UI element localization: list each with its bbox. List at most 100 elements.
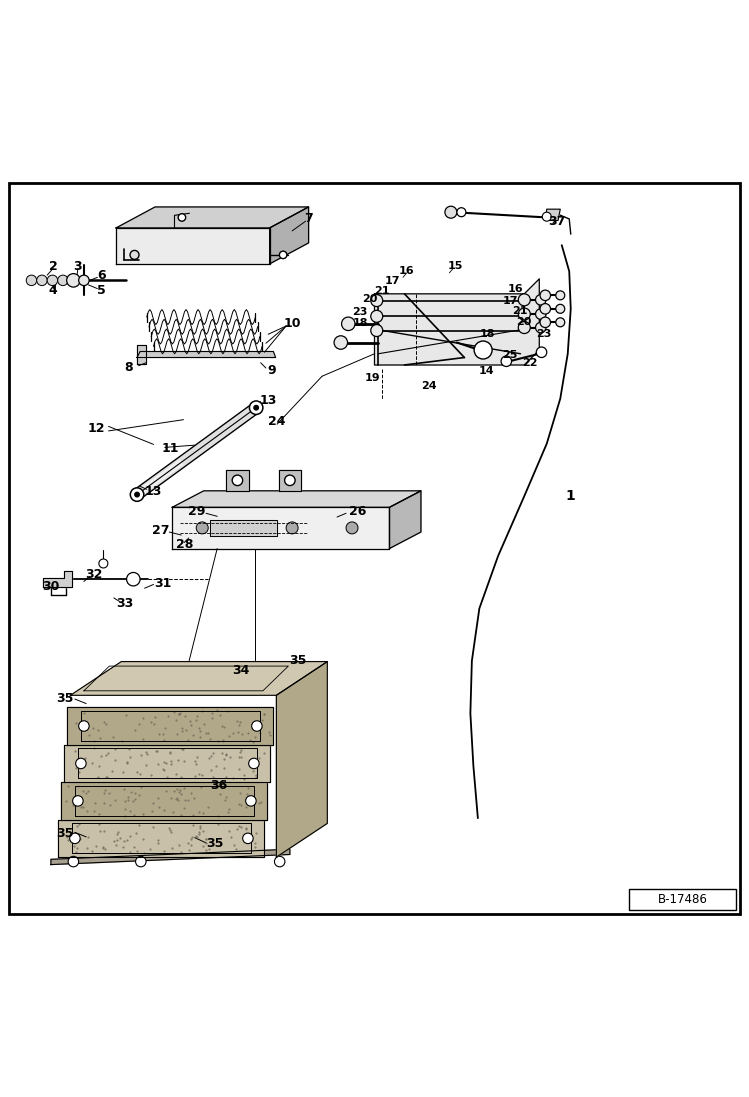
Text: 22: 22 [522, 359, 537, 369]
Circle shape [501, 357, 512, 366]
Text: 25: 25 [503, 350, 518, 360]
Text: 23: 23 [536, 328, 551, 339]
Text: 17: 17 [385, 276, 400, 286]
Circle shape [536, 309, 546, 319]
Text: 32: 32 [85, 568, 103, 581]
Circle shape [249, 400, 263, 415]
Polygon shape [545, 210, 560, 220]
Text: 14: 14 [479, 366, 494, 376]
Polygon shape [61, 782, 267, 819]
Polygon shape [58, 819, 264, 857]
Text: 37: 37 [548, 215, 566, 228]
Text: 13: 13 [144, 485, 162, 498]
Polygon shape [70, 661, 327, 695]
Circle shape [371, 295, 383, 306]
Circle shape [79, 275, 89, 285]
Circle shape [68, 857, 79, 867]
Polygon shape [172, 507, 389, 548]
Text: 27: 27 [151, 524, 169, 538]
Circle shape [518, 308, 530, 320]
Polygon shape [64, 745, 270, 782]
Polygon shape [137, 344, 146, 364]
Text: 35: 35 [206, 837, 224, 850]
Text: 23: 23 [352, 307, 367, 317]
Text: B-17486: B-17486 [658, 893, 707, 905]
Circle shape [79, 721, 89, 732]
Text: 26: 26 [349, 506, 367, 518]
Text: 7: 7 [304, 213, 313, 226]
Text: 16: 16 [399, 265, 414, 275]
Polygon shape [210, 520, 277, 536]
Polygon shape [43, 570, 72, 588]
Circle shape [285, 475, 295, 486]
Circle shape [536, 295, 546, 305]
Text: 8: 8 [124, 361, 133, 374]
Text: 10: 10 [283, 317, 301, 330]
Text: 9: 9 [267, 364, 276, 376]
Polygon shape [389, 490, 421, 548]
Polygon shape [279, 470, 301, 490]
Text: 11: 11 [162, 442, 180, 454]
Circle shape [518, 294, 530, 306]
Text: 1: 1 [565, 489, 576, 504]
Circle shape [37, 275, 47, 285]
Text: 24: 24 [268, 415, 286, 428]
Text: 21: 21 [512, 306, 527, 316]
Polygon shape [67, 708, 273, 745]
Circle shape [536, 323, 546, 332]
Circle shape [70, 833, 80, 844]
Polygon shape [137, 351, 276, 358]
Polygon shape [116, 228, 270, 264]
Circle shape [342, 317, 355, 330]
Circle shape [178, 214, 186, 222]
Circle shape [127, 573, 140, 586]
Circle shape [243, 833, 253, 844]
Circle shape [457, 207, 466, 217]
Circle shape [540, 317, 551, 328]
Text: 17: 17 [503, 295, 518, 306]
Text: 29: 29 [187, 506, 205, 518]
Circle shape [279, 251, 287, 259]
Circle shape [556, 304, 565, 314]
Text: 21: 21 [374, 286, 389, 296]
Text: 36: 36 [210, 780, 228, 792]
Circle shape [234, 522, 246, 534]
Circle shape [232, 475, 243, 486]
Text: 31: 31 [154, 577, 172, 590]
Circle shape [58, 275, 68, 285]
Circle shape [556, 318, 565, 327]
Circle shape [254, 406, 258, 410]
Circle shape [274, 857, 285, 867]
Circle shape [540, 290, 551, 301]
Text: 4: 4 [49, 284, 58, 297]
Text: 13: 13 [259, 394, 277, 407]
Polygon shape [270, 207, 309, 264]
Polygon shape [172, 490, 421, 507]
Text: 18: 18 [353, 318, 368, 328]
Text: 3: 3 [73, 260, 82, 273]
Text: 6: 6 [97, 270, 106, 282]
Text: 35: 35 [289, 654, 307, 667]
Text: 24: 24 [422, 381, 437, 391]
Circle shape [556, 291, 565, 299]
Circle shape [196, 522, 208, 534]
Text: 20: 20 [517, 317, 532, 327]
Circle shape [136, 857, 146, 867]
Text: 20: 20 [363, 294, 377, 304]
Circle shape [26, 275, 37, 285]
Text: 35: 35 [56, 692, 74, 704]
Circle shape [536, 347, 547, 358]
Circle shape [67, 273, 80, 287]
Circle shape [540, 304, 551, 314]
Circle shape [371, 325, 383, 337]
Circle shape [47, 275, 58, 285]
Text: 34: 34 [232, 664, 250, 677]
Polygon shape [276, 661, 327, 857]
Circle shape [334, 336, 348, 349]
Text: 12: 12 [87, 422, 105, 436]
Text: 35: 35 [56, 827, 74, 840]
Circle shape [518, 321, 530, 333]
Circle shape [76, 758, 86, 769]
Circle shape [246, 795, 256, 806]
Text: 28: 28 [175, 539, 193, 552]
